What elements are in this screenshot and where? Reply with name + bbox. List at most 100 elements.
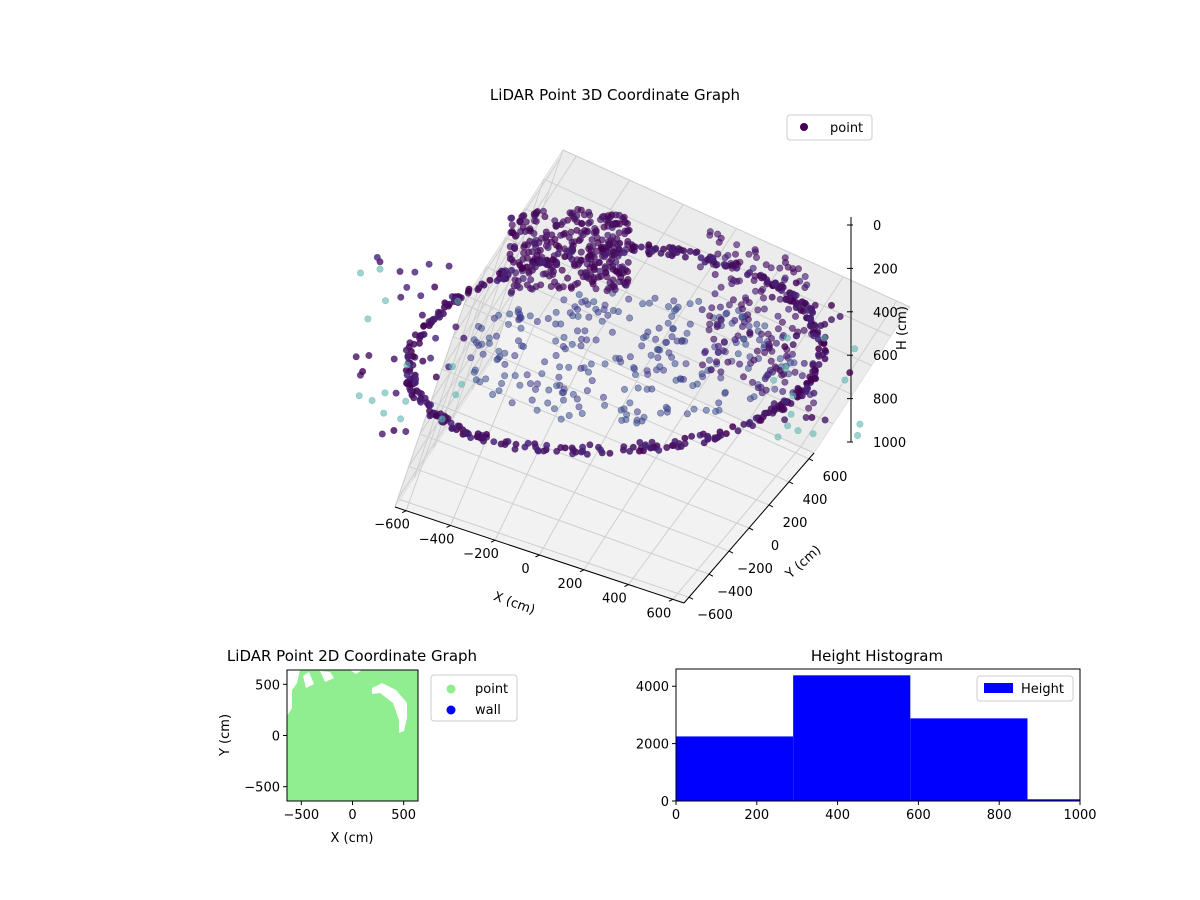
point-wall: [506, 255, 514, 263]
point-floor: [587, 360, 595, 368]
y-tick: [708, 573, 714, 577]
x-tick-label: 200: [558, 577, 583, 592]
point-outlier: [461, 430, 469, 438]
point-floor: [573, 395, 581, 403]
point-wall: [589, 242, 597, 250]
point-wall: [532, 283, 540, 291]
grid-floor-y: [397, 498, 690, 598]
point-floor: [648, 385, 656, 393]
point-ring: [417, 395, 425, 403]
point-outlier: [811, 301, 819, 309]
point-floor: [652, 335, 660, 343]
point-ring: [486, 276, 494, 284]
point-outlier: [427, 354, 435, 362]
point-floor: [544, 399, 552, 407]
point-ring: [665, 251, 673, 259]
point-floor: [592, 305, 600, 313]
point-wall: [532, 243, 540, 251]
point-ring: [635, 447, 643, 455]
point-outlier: [846, 369, 854, 377]
point-outlier: [402, 427, 410, 435]
chart-2d-legend: point wall: [430, 674, 518, 722]
histogram-legend-label: Height: [1021, 682, 1064, 697]
point-outlier: [411, 268, 419, 276]
point-outlier: [851, 345, 859, 353]
point-wall: [604, 212, 612, 220]
point-wall: [530, 230, 538, 238]
point-floor: [528, 396, 536, 404]
point-ring: [815, 345, 823, 353]
point-floor: [498, 379, 506, 387]
y-tick-label: 400: [803, 493, 828, 508]
point-wall: [594, 239, 602, 247]
point-ring: [409, 361, 417, 369]
point-floor: [662, 403, 670, 411]
grid-back-z: [466, 295, 815, 454]
point-outlier: [810, 332, 818, 340]
point-outlier: [355, 392, 363, 400]
point-outlier: [390, 355, 398, 363]
point-wall: [573, 256, 581, 264]
grid-floor-y: [430, 401, 750, 529]
point-wall: [698, 361, 706, 369]
point-floor: [495, 311, 503, 319]
point-wall: [801, 272, 809, 280]
point-outlier: [781, 364, 789, 372]
point-wall: [805, 404, 813, 412]
point-floor: [771, 385, 779, 393]
point-floor: [556, 363, 564, 371]
point-floor: [552, 351, 560, 359]
y-tick: [688, 596, 694, 600]
point-ring: [620, 249, 628, 257]
point-wall: [577, 248, 585, 256]
chart-3d-axes: −600 −400 −200 0 200 400 600 −600 −400 −200 0 200 40…: [374, 217, 906, 623]
point-wall: [711, 290, 719, 298]
y-tick-label: −600: [697, 608, 733, 623]
point-wall: [760, 305, 768, 313]
point-wall: [519, 274, 527, 282]
point-floor: [573, 305, 581, 313]
point-floor: [470, 368, 478, 376]
point-outlier: [432, 373, 440, 381]
point-wall: [552, 221, 560, 229]
point-ring: [579, 443, 587, 451]
point-wall: [567, 228, 575, 236]
point-ring: [771, 280, 779, 288]
y-tick-label: 0: [771, 539, 779, 554]
y-tick: [748, 527, 754, 531]
point-ring: [681, 440, 689, 448]
y-tick-label: 2000: [636, 738, 669, 753]
point-wall: [554, 282, 562, 290]
point-floor: [686, 320, 694, 328]
point-outlier: [820, 334, 828, 342]
point-floor: [557, 320, 565, 328]
histogram-frame: [675, 668, 1081, 802]
point-ring: [681, 253, 689, 261]
point-ring: [597, 446, 605, 454]
point-wall: [776, 295, 784, 303]
point-wall: [785, 305, 793, 313]
point-outlier: [774, 433, 782, 441]
point-outlier: [770, 376, 778, 384]
point-floor: [626, 353, 634, 361]
point-ring: [474, 286, 482, 294]
point-outlier: [458, 380, 466, 388]
point-wall: [706, 231, 714, 239]
point-wall: [705, 326, 713, 334]
point-wall: [558, 266, 566, 274]
point-wall: [568, 210, 576, 218]
x-tick-label: 500: [391, 808, 416, 823]
point-floor: [664, 303, 672, 311]
point-outlier: [396, 267, 404, 275]
chart-3d-panes: [394, 149, 911, 604]
point-ring: [777, 283, 785, 291]
point-wall: [539, 207, 547, 215]
x-tick-label: 0: [521, 562, 529, 577]
x-tick: [490, 539, 496, 543]
point-ring: [474, 433, 482, 441]
point-wall: [748, 378, 756, 386]
point-ring: [757, 416, 765, 424]
point-floor: [544, 314, 552, 322]
point-wall: [710, 335, 718, 343]
point-wall: [714, 321, 722, 329]
